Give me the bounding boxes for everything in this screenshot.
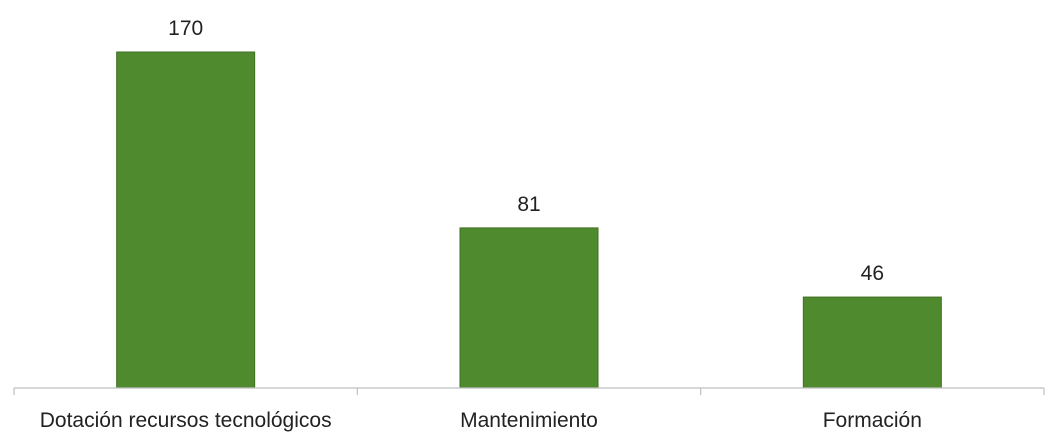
category-label: Dotación recursos tecnológicos bbox=[40, 409, 332, 432]
category-label: Formación bbox=[823, 409, 922, 432]
data-label: 81 bbox=[517, 193, 540, 216]
x-axis-ticks bbox=[13, 388, 1045, 395]
data-label: 46 bbox=[861, 262, 884, 285]
category-label: Mantenimiento bbox=[460, 409, 598, 432]
data-labels-group: 170 81 46 bbox=[168, 17, 884, 285]
data-label: 170 bbox=[168, 17, 203, 40]
category-labels-group: Dotación recursos tecnológicos Mantenimie… bbox=[40, 409, 922, 432]
bars-group bbox=[116, 51, 942, 389]
bar bbox=[802, 296, 942, 389]
bar bbox=[116, 51, 256, 389]
bar bbox=[459, 227, 599, 389]
